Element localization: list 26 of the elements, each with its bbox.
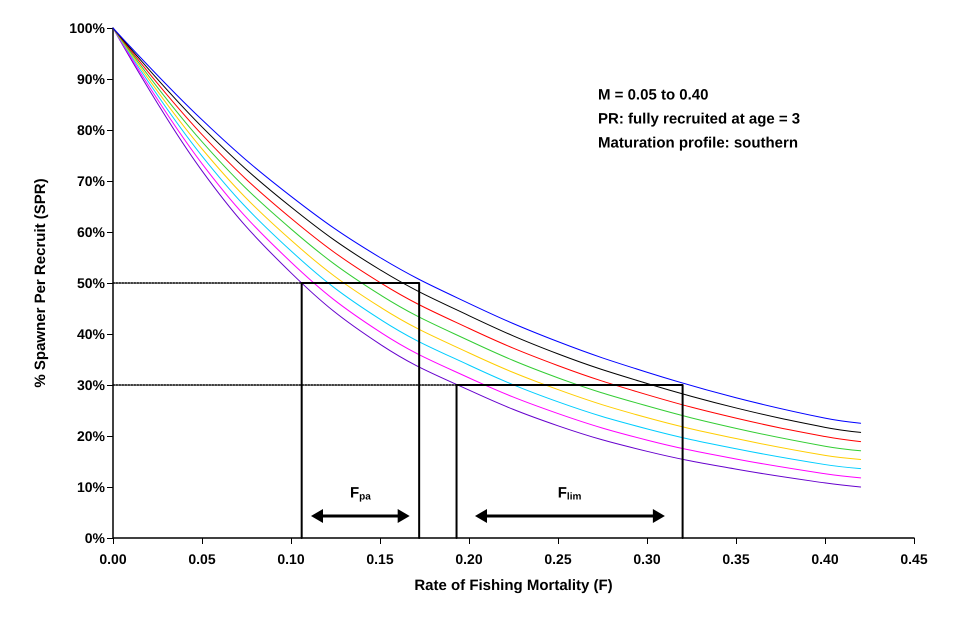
annotation: PR: fully recruited at age = 3: [598, 110, 800, 128]
y-tick-label: 40%: [76, 326, 106, 342]
y-tick-label: 30%: [76, 377, 106, 393]
x-tick-label: 0.45: [900, 551, 928, 567]
annotation: Maturation profile: southern: [598, 134, 798, 152]
x-tick-label: 0.35: [722, 551, 750, 567]
y-tick-label: 50%: [76, 275, 106, 291]
y-tick-label: 100%: [69, 20, 106, 36]
x-tick-label: 0.40: [811, 551, 839, 567]
annotation: M = 0.05 to 0.40: [598, 86, 708, 104]
y-tick-label: 70%: [76, 173, 106, 189]
x-tick-label: 0.05: [188, 551, 216, 567]
x-tick-label: 0.20: [455, 551, 483, 567]
x-tick-label: 0.30: [633, 551, 661, 567]
x-axis-title: Rate of Fishing Mortality (F): [414, 577, 613, 594]
x-tick-label: 0.25: [544, 551, 572, 567]
x-tick-label: 0.15: [366, 551, 394, 567]
y-tick-label: 0%: [84, 530, 106, 546]
y-tick-label: 90%: [76, 71, 106, 87]
y-tick-label: 60%: [76, 224, 106, 240]
y-axis-title: % Spawner Per Recruit (SPR): [32, 178, 49, 388]
y-tick-label: 80%: [76, 122, 106, 138]
x-tick-label: 0.10: [277, 551, 305, 567]
y-tick-label: 20%: [76, 428, 106, 444]
x-tick-label: 0.00: [99, 551, 127, 567]
y-tick-label: 10%: [76, 479, 106, 495]
